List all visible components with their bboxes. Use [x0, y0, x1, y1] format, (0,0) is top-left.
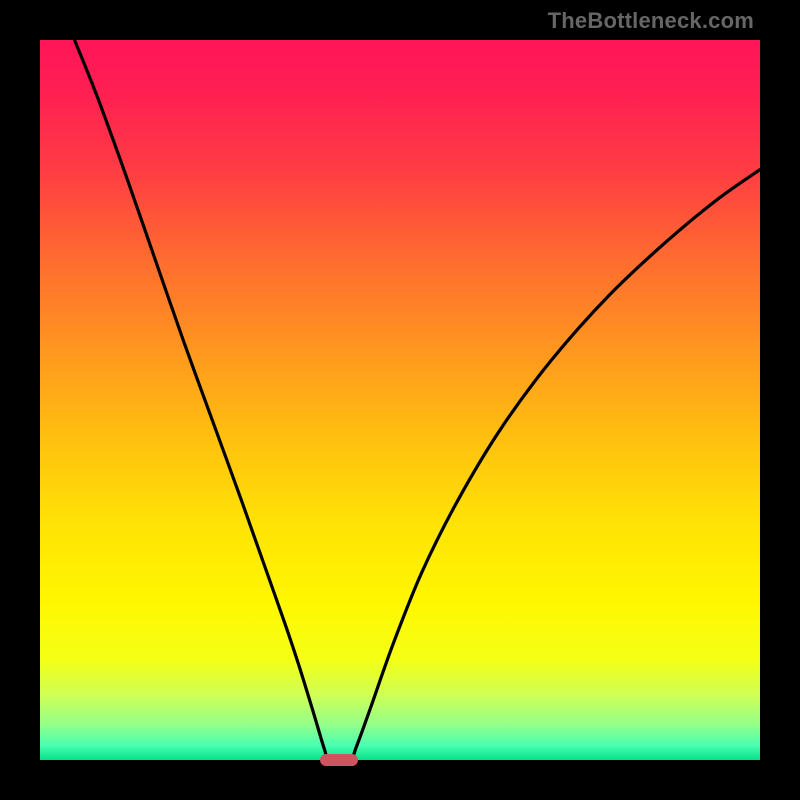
chart-frame: TheBottleneck.com [0, 0, 800, 800]
watermark-text: TheBottleneck.com [548, 8, 754, 34]
plot-area [40, 40, 760, 760]
optimum-marker [320, 754, 357, 766]
bottleneck-curve [40, 40, 760, 760]
